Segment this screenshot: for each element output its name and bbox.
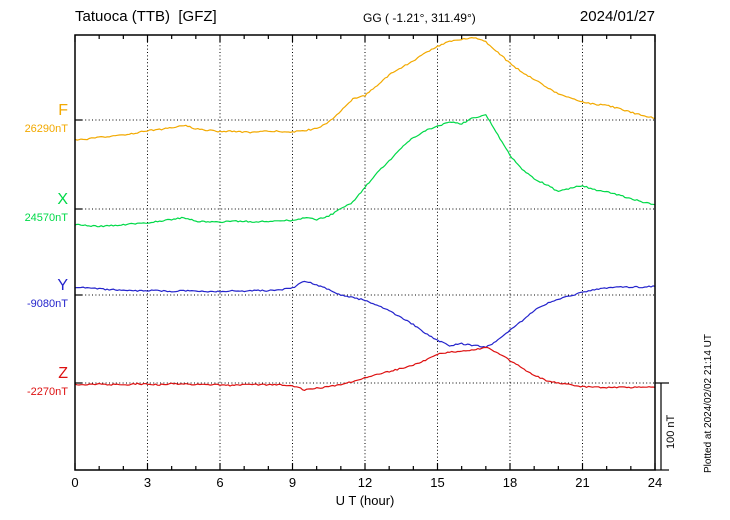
series-label-F: F (58, 102, 68, 119)
series-label-Z: Z (58, 365, 68, 382)
series-baseline-value-Z: -2270nT (27, 386, 68, 398)
x-tick-label-15: 15 (430, 475, 445, 490)
trace-X (75, 114, 655, 228)
grid-lines (75, 35, 655, 470)
trace-Z (75, 346, 655, 391)
x-tick-label-6: 6 (216, 475, 224, 490)
plot-date: 2024/01/27 (579, 8, 655, 25)
x-axis-label: U T (hour) (335, 493, 395, 508)
plotted-at-note: Plotted at 2024/02/02 21:14 UT (703, 334, 714, 473)
series-label-Y: Y (57, 277, 68, 294)
x-tick-label-12: 12 (357, 475, 373, 490)
x-tick-label-9: 9 (288, 475, 297, 490)
axis-ticks-and-scale-bar (74, 35, 669, 471)
x-tick-label-0: 0 (71, 475, 79, 490)
trace-lines (75, 37, 655, 391)
x-tick-label-21: 21 (575, 475, 590, 490)
trace-Y (75, 280, 655, 349)
series-baseline-value-Y: -9080nT (27, 298, 68, 310)
gg-coordinates: GG ( -1.21°, 311.49°) (363, 11, 476, 25)
x-tick-label-18: 18 (502, 475, 518, 490)
series-label-X: X (57, 191, 68, 208)
series-baseline-value-X: 24570nT (24, 212, 68, 224)
trace-F (75, 37, 655, 141)
x-tick-label-3: 3 (143, 475, 152, 490)
x-tick-label-24: 24 (647, 475, 663, 490)
station-title: Tatuoca (TTB) [GFZ] (75, 8, 217, 25)
series-baseline-value-F: 26290nT (24, 123, 68, 135)
scale-bar-label: 100 nT (665, 414, 677, 450)
